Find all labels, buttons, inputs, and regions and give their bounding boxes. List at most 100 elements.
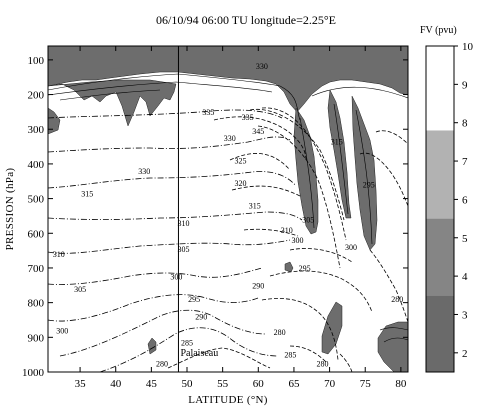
isentrope-label: 300 [56,326,68,335]
isentrope-label: 330 [138,167,150,176]
isentrope-labels: 330 315 310 310 305 305 300 300 295 290 285 280 295 2… [53,62,404,368]
isentrope-line [229,153,291,171]
colorbar-label: FV (pvu) [420,25,457,36]
isentrope-label: 305 [302,215,314,224]
colorbar-tick-label: 6 [462,194,468,206]
isentrope-label: 345 [252,127,264,136]
colorbar-bin [426,46,454,131]
colorbar-tick-label: 5 [462,233,468,245]
colorbar-tick-label: 7 [462,156,468,168]
pv-contour-line [299,117,315,229]
x-tick-label: 35 [75,378,87,390]
pv-contour-line [333,103,349,215]
y-tick-label: 100 [28,55,45,67]
colorbar-frame [425,45,455,373]
y-axis-label: PRESSION (hPa) [4,168,16,251]
potential-vorticity-shading [48,46,408,372]
x-tick-label: 80 [395,378,407,390]
isentrope-line [48,294,259,322]
x-axis-label: LATITUDE (°N) [188,394,268,406]
isentrope-line [48,171,297,189]
colorbar-bin [426,130,454,219]
isentrope-label: 315 [331,137,343,146]
isentrope-label: 310 [53,250,65,259]
colorbar-tick-label: 3 [462,309,468,321]
pv-patch-surface-45n [147,337,157,355]
colorbar-tick-label: 2 [462,348,468,360]
isentrope-label: 335 [242,113,254,122]
isentrope-line [231,185,301,197]
isentrope-label: 305 [74,285,86,294]
x-axis: 35 40 45 50 55 60 65 70 75 80 [75,46,407,390]
x-tick-label: 65 [288,378,300,390]
colorbar-bin [426,218,454,296]
isentrope-line [243,228,299,237]
pv-contour-line [48,73,301,121]
x-tick-label: 40 [110,378,122,390]
colorbar-tick-label: 9 [462,79,468,91]
isentrope-line [213,116,307,161]
pv-contour-line [48,81,273,96]
x-tick-label: 70 [324,378,336,390]
isentrope-line [375,130,408,145]
isentrope-line [261,107,347,241]
isentrope-line [359,152,408,207]
isentrope-label: 315 [249,202,261,211]
isentrope-line [48,109,283,119]
isentrope-label: 290 [252,281,264,290]
isentrope-label: 300 [292,236,304,245]
y-tick-label: 400 [28,159,45,171]
x-tick-label: 55 [217,378,229,390]
isentrope-label: 280 [274,328,286,337]
y-tick-label: 300 [28,124,45,136]
isentrope-label: 280 [391,295,403,304]
isentrope-line [167,347,271,369]
isentrope-label: 320 [234,179,246,188]
y-tick-label: 500 [28,194,45,206]
y-tick-label: 800 [28,298,45,310]
isentrope-label: 295 [188,295,200,304]
pv-contour-line [59,89,161,101]
isentrope-line [249,108,345,221]
isentrope-line [48,239,291,254]
x-tick-label: 75 [360,378,372,390]
isentrope-label: 295 [363,181,375,190]
x-tick-label: 60 [253,378,265,390]
pv-patch-surface-60n [321,301,343,355]
isentrope-line [59,309,267,357]
isentrope-lines [48,107,408,372]
isentrope-label: 285 [181,339,193,348]
isentrope-line [48,136,291,153]
pv-contour-line [311,86,408,99]
palaiseau-label: Palaiseau [180,348,218,359]
isentrope-line [99,327,279,372]
isentrope-label: 300 [170,273,182,282]
y-tick-label: 700 [28,263,45,275]
isentrope-line [48,211,303,221]
pv-patch-left-edge [48,107,61,135]
isentrope-line [289,248,353,263]
isentrope-label: 280 [316,359,328,368]
y-tick-label: 200 [28,90,45,102]
y-tick-label: 900 [28,332,45,344]
isentrope-label: 300 [345,243,357,252]
pv-tropopause-fold-b [327,89,352,219]
x-tick-label: 50 [182,378,194,390]
isentrope-line [261,298,339,361]
colorbar-ticks: 2 3 4 5 6 7 8 9 10 [454,41,474,360]
pv-contour-line [355,109,373,245]
colorbar-bin [426,295,454,372]
y-axis: 100 200 300 400 500 600 700 800 900 1000 [22,55,408,379]
isentrope-line [289,345,327,363]
colorbar-tick-label: 8 [462,118,468,130]
pv-tropopause-fold-c [351,95,378,251]
pv-contour-line [379,327,408,331]
colorbar-bins [426,46,454,372]
isentrope-label: 315 [81,189,93,198]
isentrope-line [257,125,341,269]
pv-contour-line [383,337,408,343]
isentrope-label: 280 [156,359,168,368]
pv-contour-lines [48,73,408,343]
isentrope-label: 285 [284,351,296,360]
